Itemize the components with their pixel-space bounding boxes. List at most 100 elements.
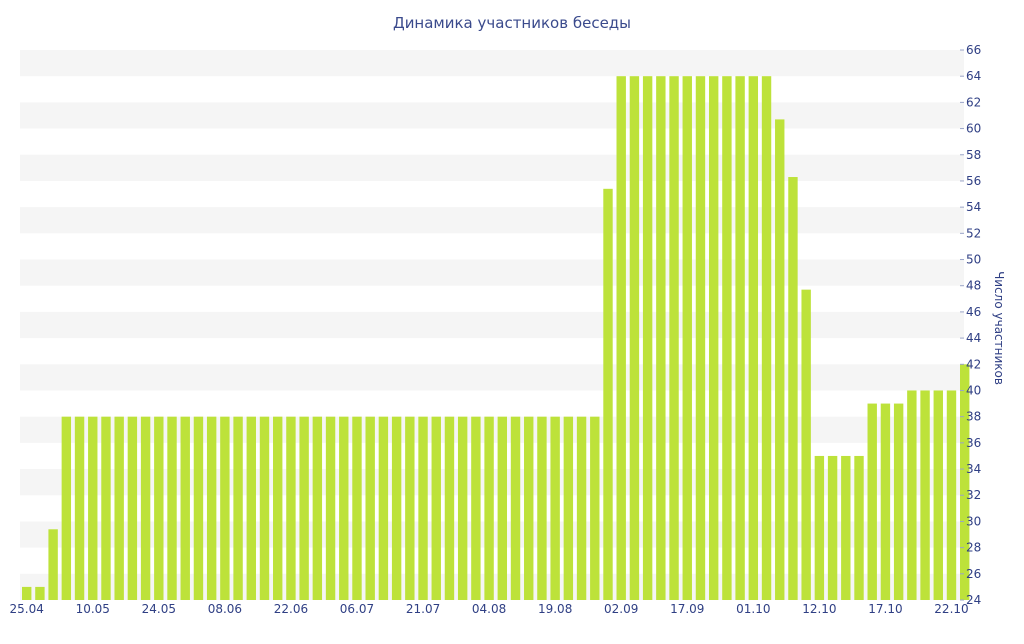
bar <box>457 416 468 600</box>
bar <box>946 390 957 600</box>
bar <box>656 76 666 600</box>
y-axis-ticks: 24 26 28 30 32 34 36 38 40 42 44 46 48 50 52 54 56 58 60 62… <box>960 43 981 607</box>
bar <box>273 416 283 600</box>
bar <box>140 416 151 600</box>
grid-band <box>20 364 964 391</box>
x-tick-label: 17.10 <box>868 602 902 616</box>
x-tick-label: 04.08 <box>472 602 506 616</box>
bars <box>22 76 970 601</box>
y-tick-label: 54 <box>966 200 981 214</box>
y-tick-label: 50 <box>966 253 981 267</box>
y-tick-label: 26 <box>966 567 981 581</box>
bar <box>867 403 877 600</box>
grid-band <box>20 50 964 77</box>
bar <box>841 455 851 600</box>
bar <box>801 289 811 600</box>
bar <box>48 529 58 600</box>
bar <box>616 76 626 600</box>
bar <box>61 416 72 600</box>
y-tick-label: 34 <box>966 462 981 476</box>
bar <box>695 76 706 600</box>
bar <box>312 416 323 600</box>
bar <box>708 76 719 600</box>
x-axis-ticks: 25.04 10.05 24.05 08.06 22.06 06.07 21.07 04.08… <box>10 602 969 616</box>
x-tick-label: 21.07 <box>406 602 440 616</box>
y-tick-label: 58 <box>966 148 981 162</box>
bar <box>352 416 362 600</box>
x-tick-label: 08.06 <box>208 602 242 616</box>
bar <box>74 416 85 600</box>
grid-band <box>20 259 964 286</box>
bar <box>88 416 98 600</box>
y-tick-label: 64 <box>966 69 981 83</box>
y-tick-label: 30 <box>966 514 981 528</box>
bar <box>286 416 296 600</box>
bar <box>471 416 481 600</box>
grid-band <box>20 207 964 234</box>
bar <box>827 455 838 600</box>
bar <box>893 403 904 600</box>
bar <box>233 416 243 600</box>
x-tick-label: 24.05 <box>142 602 176 616</box>
bar <box>642 76 653 600</box>
y-tick-label: 52 <box>966 226 981 240</box>
bar <box>114 416 124 600</box>
bar <box>907 390 917 600</box>
y-tick-label: 56 <box>966 174 981 188</box>
bar <box>603 188 613 600</box>
x-tick-label: 25.04 <box>10 602 44 616</box>
x-tick-label: 10.05 <box>76 602 110 616</box>
y-tick-label: 60 <box>966 122 981 136</box>
x-tick-label: 17.09 <box>670 602 704 616</box>
bar <box>193 416 204 600</box>
x-tick-label: 12.10 <box>802 602 836 616</box>
bar <box>418 416 428 600</box>
bar <box>788 177 798 600</box>
bar <box>722 76 732 600</box>
bar <box>22 586 32 600</box>
y-tick-label: 42 <box>966 357 981 371</box>
x-tick-label: 06.07 <box>340 602 374 616</box>
bar <box>339 416 349 600</box>
bar <box>590 416 600 600</box>
bar <box>960 364 970 600</box>
y-tick-label: 32 <box>966 488 981 502</box>
bar <box>524 416 534 600</box>
bar <box>880 403 891 600</box>
bar <box>735 76 745 600</box>
bar <box>206 416 217 600</box>
bar <box>299 416 309 600</box>
bar <box>405 416 415 600</box>
bar <box>35 586 45 600</box>
bar <box>101 416 111 600</box>
bar <box>748 76 759 600</box>
y-tick-label: 28 <box>966 541 981 555</box>
y-tick-label: 66 <box>966 43 981 57</box>
bar <box>933 390 943 600</box>
y-axis-label: Число участников <box>992 271 1006 385</box>
bar <box>325 416 336 600</box>
bar <box>563 416 574 600</box>
bar <box>537 416 547 600</box>
bar <box>854 455 864 600</box>
bar <box>550 416 560 600</box>
grid-band <box>20 311 964 339</box>
bar <box>154 416 164 600</box>
y-tick-label: 46 <box>966 305 981 319</box>
bar <box>378 416 389 600</box>
y-tick-label: 62 <box>966 95 981 109</box>
grid-band <box>20 154 964 181</box>
chart-title: Динамика участников беседы <box>393 14 631 32</box>
y-tick-label: 40 <box>966 383 981 397</box>
bar <box>669 76 679 600</box>
bar <box>629 76 640 600</box>
bar <box>775 119 785 601</box>
bar <box>510 416 521 600</box>
bar <box>761 76 772 600</box>
bar <box>497 416 508 600</box>
bar <box>180 416 190 600</box>
y-tick-label: 48 <box>966 279 981 293</box>
x-tick-label: 22.06 <box>274 602 308 616</box>
